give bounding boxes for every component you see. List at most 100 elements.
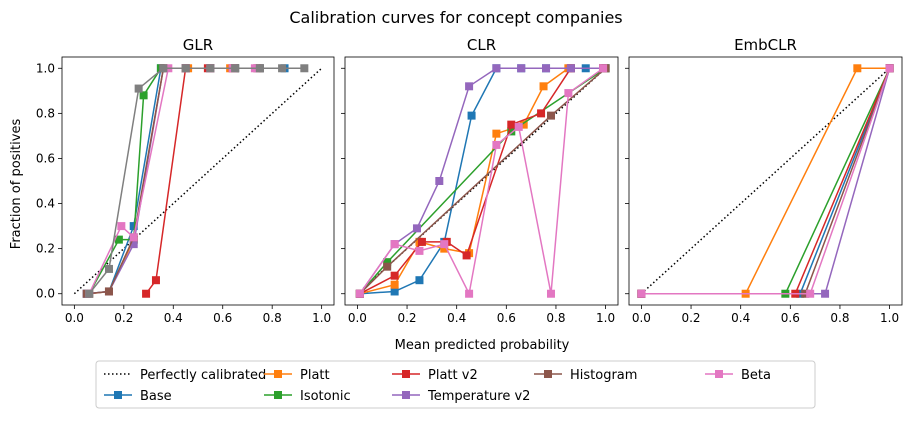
y-tick-label: 1.0 — [36, 61, 55, 75]
y-tick-label: 0.2 — [36, 242, 55, 256]
legend-marker — [402, 370, 410, 378]
legend-marker — [274, 370, 282, 378]
data-point — [514, 122, 523, 131]
legend-label: Isotonic — [300, 389, 351, 404]
data-point — [300, 64, 309, 73]
x-tick-label: 0.8 — [830, 311, 849, 325]
x-tick-label: 0.8 — [263, 311, 282, 325]
legend-marker — [114, 391, 122, 399]
data-point — [355, 289, 364, 298]
series-line — [88, 67, 255, 295]
data-point — [821, 289, 830, 298]
x-tick-label: 0.2 — [681, 311, 700, 325]
series-line — [359, 67, 607, 295]
data-point — [390, 240, 399, 249]
data-point — [415, 276, 424, 285]
subplot-embclr: EmbCLR 0.0 0.2 0.4 0.6 0.8 1.0 — [625, 36, 903, 325]
data-point — [492, 129, 501, 138]
figure-title: Calibration curves for concept companies — [289, 8, 622, 27]
data-point — [390, 280, 399, 289]
legend-marker — [402, 391, 410, 399]
legend-entry-isotonic: Isotonic — [264, 389, 351, 404]
x-tick-label: 1.0 — [880, 311, 899, 325]
data-point — [134, 84, 143, 93]
data-point — [440, 244, 449, 253]
legend-entry-beta: Beta — [705, 368, 771, 383]
legend-label: Base — [140, 389, 172, 404]
legend-marker — [544, 370, 552, 378]
data-point — [566, 64, 575, 73]
data-point — [853, 64, 862, 73]
data-point — [465, 289, 474, 298]
data-point — [159, 64, 168, 73]
series-line — [89, 67, 258, 295]
data-point — [104, 264, 113, 273]
legend-label: Perfectly calibrated — [140, 368, 266, 383]
data-point — [139, 91, 148, 100]
series-base — [82, 64, 289, 298]
plot-frame — [61, 56, 335, 306]
data-point — [206, 64, 215, 73]
perfectly-calibrated-line — [73, 67, 323, 295]
legend-label: Temperature v2 — [427, 389, 530, 404]
data-point — [539, 82, 548, 91]
legend-label: Platt — [300, 368, 330, 383]
series-line — [359, 67, 604, 295]
data-point — [390, 271, 399, 280]
data-point — [519, 120, 528, 129]
data-point — [117, 222, 126, 231]
data-point — [383, 262, 392, 271]
y-axis-label: Fraction of positives — [9, 119, 24, 250]
data-point — [435, 177, 444, 185]
subplot-title: CLR — [467, 36, 496, 54]
series-platt — [85, 64, 262, 298]
x-tick-label: 0.2 — [114, 311, 133, 325]
x-tick-label: 0.2 — [397, 311, 416, 325]
series-line — [359, 67, 604, 295]
legend-marker — [715, 370, 723, 378]
x-tick-label: 0.6 — [213, 311, 232, 325]
data-point — [415, 246, 424, 255]
data-point — [440, 240, 449, 249]
data-point — [507, 120, 516, 129]
subplot-glr: GLR 0.0 0.2 0.4 0.6 0.8 1.0 0.0 0.2 0.4 0.6 0.8 1.0 — [36, 36, 335, 325]
series-line — [359, 67, 604, 297]
x-tick-label: 0.0 — [348, 311, 367, 325]
y-tick-label: 0.8 — [36, 106, 55, 120]
data-point — [546, 111, 555, 120]
perfectly-calibrated-line — [640, 67, 891, 295]
x-tick-label: 0.0 — [65, 311, 84, 325]
legend-entry-histogram: Histogram — [534, 368, 637, 383]
data-point — [599, 64, 608, 73]
series-beta — [637, 64, 894, 298]
data-point — [492, 140, 501, 149]
data-point — [564, 89, 573, 98]
data-point — [231, 64, 240, 73]
legend-entry-base: Base — [104, 389, 172, 404]
plot-frame — [344, 56, 619, 306]
legend-marker — [274, 391, 282, 399]
data-point — [129, 240, 138, 249]
legend-entry-platt: Platt — [264, 368, 330, 383]
x-tick-label: 0.0 — [632, 311, 651, 325]
data-point — [142, 289, 151, 298]
plot-frame — [628, 56, 903, 306]
legend-label: Histogram — [570, 368, 637, 383]
x-tick-label: 0.6 — [781, 311, 800, 325]
data-point — [151, 276, 160, 285]
data-point — [417, 237, 426, 246]
data-point — [278, 64, 287, 73]
x-tick-label: 0.8 — [546, 311, 565, 325]
data-point — [885, 64, 894, 73]
data-point — [85, 289, 94, 298]
data-point — [507, 127, 516, 136]
series-beta — [355, 64, 608, 298]
series-line — [86, 67, 285, 295]
subplot-clr: CLR 0.0 0.2 0.4 0.6 0.8 1.0 — [341, 36, 619, 325]
legend: Perfectly calibrated Base Platt Isotonic Pla… — [95, 360, 816, 409]
data-point — [806, 289, 815, 298]
data-point — [255, 64, 264, 73]
data-point — [537, 109, 546, 118]
